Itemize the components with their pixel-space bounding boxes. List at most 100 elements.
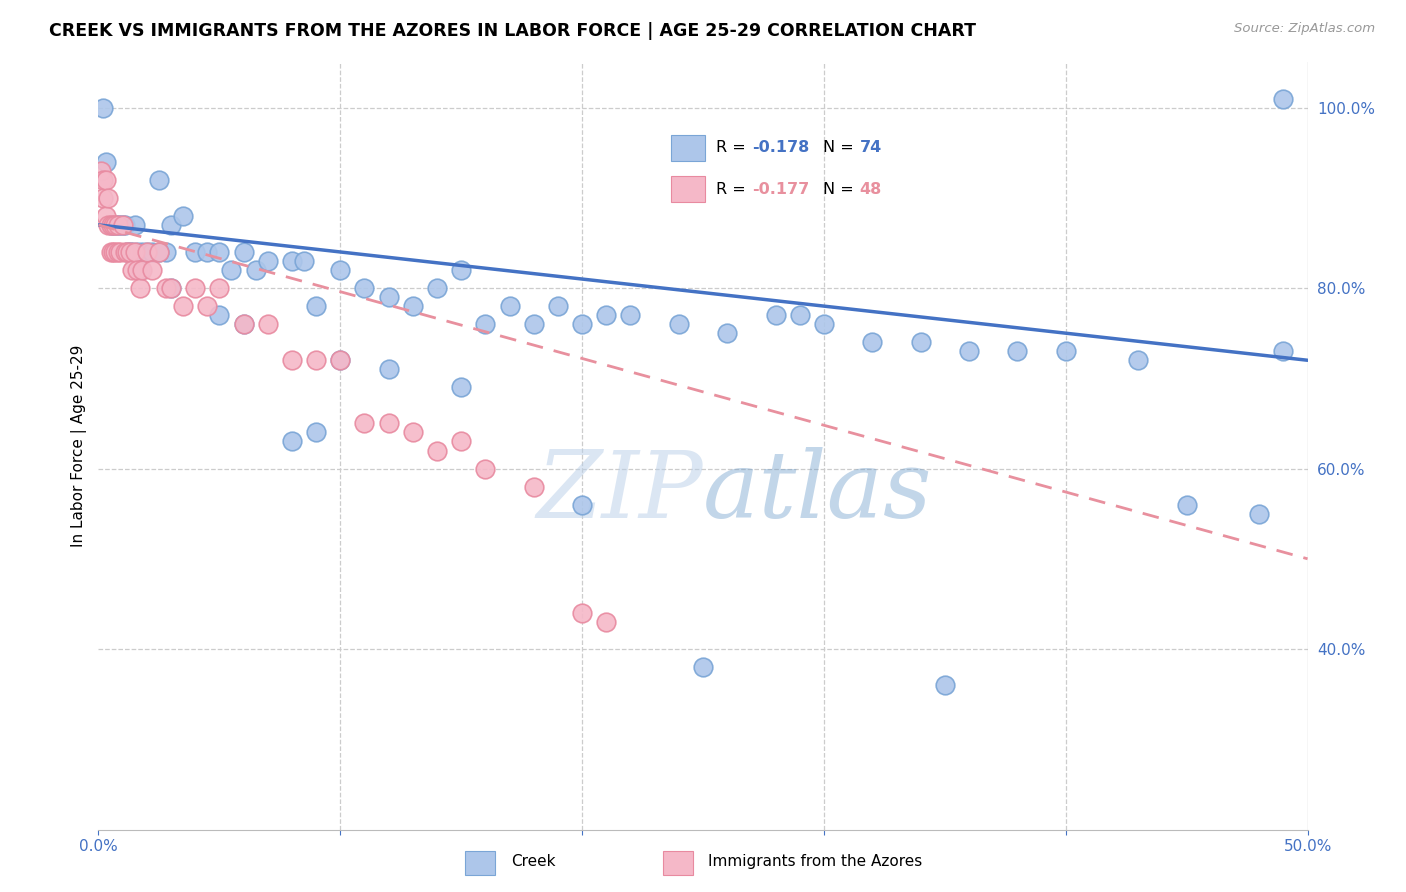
Point — [91, 191, 114, 205]
Point — [1272, 344, 1295, 359]
Point — [765, 308, 787, 322]
Point — [101, 244, 124, 259]
Point — [256, 317, 278, 331]
Text: Source: ZipAtlas.com: Source: ZipAtlas.com — [1234, 22, 1375, 36]
Point — [107, 218, 129, 232]
Point — [121, 244, 143, 259]
Point — [101, 218, 124, 232]
Point — [1175, 498, 1198, 512]
Text: N =: N = — [823, 182, 859, 197]
Point — [97, 218, 120, 232]
Point — [934, 678, 956, 692]
Point — [523, 317, 546, 331]
Point — [305, 425, 328, 440]
Point — [101, 218, 124, 232]
Point — [124, 244, 146, 259]
Text: ZIP: ZIP — [536, 447, 703, 537]
Point — [1249, 507, 1271, 521]
Point — [450, 434, 472, 449]
Text: N =: N = — [823, 140, 859, 155]
Point — [377, 290, 399, 304]
Point — [281, 434, 304, 449]
Point — [148, 173, 170, 187]
Point — [141, 263, 163, 277]
Point — [426, 281, 449, 295]
Point — [100, 218, 122, 232]
Point — [474, 461, 496, 475]
Point — [208, 281, 231, 295]
Point — [256, 254, 278, 268]
Point — [195, 299, 218, 313]
Point — [160, 281, 183, 295]
Text: CREEK VS IMMIGRANTS FROM THE AZORES IN LABOR FORCE | AGE 25-29 CORRELATION CHART: CREEK VS IMMIGRANTS FROM THE AZORES IN L… — [49, 22, 976, 40]
Point — [195, 244, 218, 259]
Text: R =: R = — [716, 182, 751, 197]
Point — [148, 244, 170, 259]
Point — [498, 299, 520, 313]
Point — [595, 615, 617, 629]
Point — [117, 244, 139, 259]
Point — [474, 317, 496, 331]
Text: Creek: Creek — [510, 855, 555, 869]
Point — [114, 244, 136, 259]
Point — [619, 308, 641, 322]
Point — [450, 380, 472, 394]
Point — [111, 218, 134, 232]
FancyBboxPatch shape — [465, 851, 495, 875]
Point — [353, 417, 375, 431]
Point — [305, 299, 328, 313]
Point — [128, 281, 150, 295]
Point — [155, 244, 177, 259]
Point — [155, 281, 177, 295]
Point — [107, 244, 129, 259]
Point — [668, 317, 690, 331]
Point — [377, 417, 399, 431]
Text: Immigrants from the Azores: Immigrants from the Azores — [709, 855, 922, 869]
FancyBboxPatch shape — [662, 851, 693, 875]
Point — [131, 244, 153, 259]
Point — [118, 244, 141, 259]
Text: R =: R = — [716, 140, 751, 155]
Point — [232, 317, 254, 331]
Point — [160, 281, 183, 295]
Point — [208, 308, 231, 322]
Point — [94, 154, 117, 169]
Point — [305, 353, 328, 368]
Point — [281, 254, 304, 268]
Point — [91, 101, 114, 115]
Point — [111, 218, 134, 232]
Point — [127, 263, 149, 277]
Point — [131, 263, 153, 277]
Point — [135, 244, 157, 259]
Point — [329, 353, 352, 368]
Point — [692, 660, 714, 674]
Point — [957, 344, 980, 359]
Point — [402, 299, 425, 313]
Point — [117, 244, 139, 259]
Point — [121, 263, 143, 277]
Point — [100, 244, 122, 259]
Point — [1128, 353, 1150, 368]
Point — [127, 244, 149, 259]
Point — [232, 317, 254, 331]
Text: -0.178: -0.178 — [752, 140, 810, 155]
Point — [128, 263, 150, 277]
Point — [571, 317, 593, 331]
Point — [108, 244, 131, 259]
Text: 48: 48 — [859, 182, 882, 197]
Point — [281, 353, 304, 368]
Point — [94, 173, 117, 187]
Point — [160, 218, 183, 232]
Point — [402, 425, 425, 440]
Point — [1054, 344, 1077, 359]
Point — [595, 308, 617, 322]
Point — [329, 353, 352, 368]
Point — [571, 498, 593, 512]
Point — [94, 209, 117, 223]
Y-axis label: In Labor Force | Age 25-29: In Labor Force | Age 25-29 — [72, 345, 87, 547]
Point — [716, 326, 738, 341]
Point — [232, 244, 254, 259]
Point — [135, 244, 157, 259]
Point — [172, 299, 194, 313]
Point — [104, 218, 127, 232]
